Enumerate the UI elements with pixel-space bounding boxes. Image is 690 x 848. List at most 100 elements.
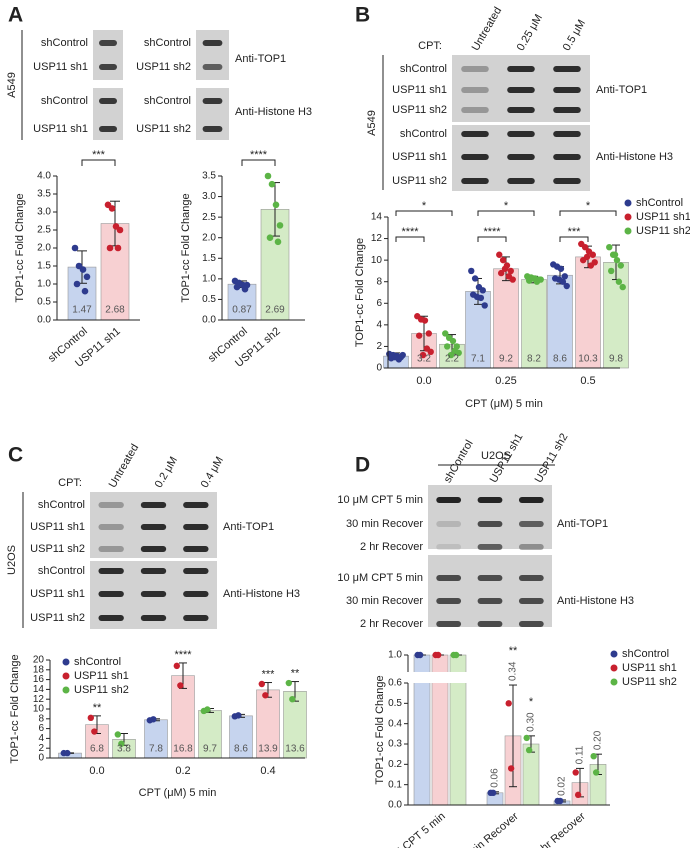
band (140, 546, 167, 552)
data-point (421, 317, 429, 324)
y-tick-label: 0.5 (37, 297, 51, 308)
sig-bracket (477, 210, 535, 216)
band (183, 502, 209, 508)
antibody-label: Anti-Histone H3 (596, 151, 673, 163)
y-tick-label: 0.1 (388, 779, 402, 790)
y-tick-label: 12 (33, 694, 45, 705)
legend-label: USP11 sh1 (636, 211, 690, 223)
band (518, 598, 544, 604)
y-axis-label: TOP1-cc Fold Change (354, 238, 366, 347)
bar (547, 274, 573, 369)
y-tick-label: 3.0 (37, 207, 51, 218)
band (553, 87, 581, 93)
data-point (617, 262, 625, 269)
band (507, 87, 535, 93)
data-point (561, 273, 569, 280)
cell-line: A549 (366, 110, 378, 136)
data-point (507, 267, 515, 275)
y-axis-label: TOP1-cc Fold Change (374, 675, 386, 784)
band (436, 598, 462, 604)
band (98, 591, 124, 597)
significance: **** (174, 649, 192, 661)
value-label: 0.30 (526, 712, 537, 732)
legend-marker (610, 664, 618, 672)
band (461, 66, 489, 72)
bar (522, 743, 540, 806)
band (553, 66, 581, 72)
band (140, 568, 167, 574)
value-label: 2.68 (105, 305, 125, 316)
significance: **** (483, 226, 501, 238)
cell-line: U2OS (481, 450, 511, 462)
y-tick-label: 1.5 (202, 253, 216, 264)
y-tick-label: 3.0 (202, 191, 216, 202)
value-label: 13.6 (285, 744, 305, 755)
data-point (447, 351, 455, 359)
significance: * (422, 200, 427, 212)
band (99, 126, 117, 132)
data-point (285, 679, 293, 687)
data-point (529, 275, 537, 282)
data-point (83, 273, 91, 281)
data-point (87, 714, 95, 722)
row-label: 2 hr Recover (360, 541, 423, 553)
row-label: shControl (144, 95, 191, 107)
value-label: 8.2 (527, 354, 541, 365)
legend-label: USP11 sh2 (74, 684, 129, 696)
band (477, 497, 503, 503)
sig-bracket (81, 159, 116, 166)
band (553, 131, 581, 137)
bar (575, 256, 601, 369)
value-label: 13.9 (258, 744, 278, 755)
cell-line: U2OS (6, 545, 18, 575)
y-tick-label: 4 (376, 319, 382, 330)
band (183, 546, 209, 552)
legend-label: shControl (74, 656, 121, 668)
value-label: 8.6 (234, 744, 248, 755)
significance: *** (568, 226, 582, 238)
band (553, 154, 581, 160)
lane-label: USP11 sh2 (533, 431, 571, 484)
band (98, 524, 124, 530)
band (436, 497, 462, 503)
data-point (505, 700, 512, 707)
bar (493, 268, 519, 369)
x-tick-label: 0.4 (260, 765, 275, 777)
y-tick-label: 18 (33, 664, 45, 675)
y-tick-label: 4 (38, 733, 44, 744)
data-point (473, 293, 481, 301)
band (99, 98, 117, 104)
data-point (416, 651, 424, 659)
data-point (266, 234, 274, 242)
blot (196, 30, 229, 80)
band (518, 621, 544, 627)
band (183, 591, 209, 597)
band (98, 615, 124, 621)
row-label: USP11 sh1 (33, 123, 88, 135)
row-label: USP11 sh2 (136, 123, 191, 135)
value-label: 3.2 (417, 354, 431, 365)
y-tick-label: 0.5 (202, 294, 216, 305)
legend-marker (62, 686, 70, 694)
value-label: 2.69 (265, 305, 285, 316)
data-point (611, 251, 619, 258)
y-tick-label: 2.0 (202, 232, 216, 243)
data-point (91, 728, 98, 735)
y-axis-label: TOP1-cc Fold Change (9, 654, 21, 763)
value-label: 6.8 (90, 744, 104, 755)
significance: *** (92, 149, 106, 161)
legend-label: shControl (636, 197, 683, 209)
y-tick-label: 0.0 (388, 800, 402, 811)
data-point (523, 734, 530, 742)
y-tick-label: 20 (33, 655, 45, 666)
row-label: USP11 sh1 (392, 151, 447, 163)
lane-label: 0.2 μM (153, 455, 180, 490)
antibody-label: Anti-TOP1 (223, 521, 274, 533)
data-point (204, 706, 211, 713)
data-point (613, 256, 621, 264)
band (461, 131, 489, 137)
value-label: 16.8 (173, 744, 193, 755)
lane-label: 0.25 μM (515, 12, 545, 53)
lane-label: Untreated (107, 442, 142, 490)
data-point (606, 244, 613, 251)
